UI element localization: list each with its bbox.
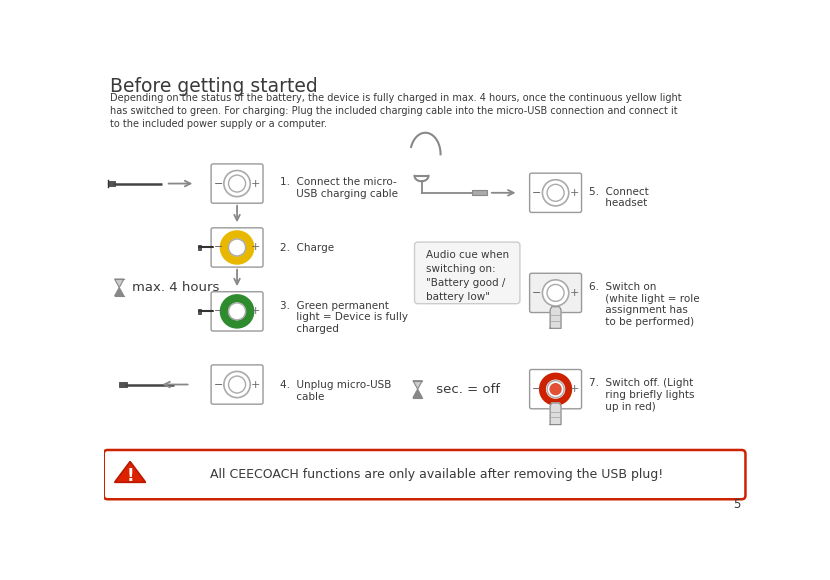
- Text: +: +: [251, 379, 261, 390]
- Polygon shape: [550, 403, 561, 425]
- Text: −: −: [532, 288, 542, 298]
- Text: 1.  Connect the micro-
     USB charging cable: 1. Connect the micro- USB charging cable: [281, 177, 398, 199]
- Bar: [198, 245, 202, 250]
- Text: +: +: [569, 384, 579, 394]
- Text: 5: 5: [734, 498, 741, 511]
- Text: −: −: [532, 188, 542, 198]
- Circle shape: [542, 376, 569, 403]
- Circle shape: [224, 298, 250, 324]
- Circle shape: [549, 383, 562, 396]
- FancyBboxPatch shape: [530, 173, 582, 212]
- FancyBboxPatch shape: [530, 273, 582, 313]
- Text: Audio cue when
switching on:
"Battery good /
battery low": Audio cue when switching on: "Battery go…: [426, 250, 509, 302]
- Polygon shape: [413, 389, 422, 398]
- Polygon shape: [115, 288, 124, 296]
- Circle shape: [228, 239, 246, 256]
- Circle shape: [228, 175, 246, 192]
- Polygon shape: [115, 462, 145, 483]
- Text: !: !: [126, 467, 134, 485]
- Circle shape: [228, 303, 246, 320]
- Text: −: −: [214, 379, 223, 390]
- Circle shape: [542, 376, 569, 403]
- Circle shape: [542, 180, 569, 206]
- Circle shape: [228, 376, 246, 393]
- Text: +: +: [569, 288, 579, 298]
- Text: −: −: [532, 384, 542, 394]
- Text: 3.  Green permanent
     light = Device is fully
     charged: 3. Green permanent light = Device is ful…: [281, 300, 408, 334]
- Circle shape: [547, 184, 564, 201]
- Polygon shape: [550, 307, 561, 328]
- Text: max. 4 hours: max. 4 hours: [132, 281, 219, 294]
- Circle shape: [542, 280, 569, 306]
- Text: 2.  Charge: 2. Charge: [281, 243, 334, 253]
- Circle shape: [224, 371, 250, 398]
- Text: +: +: [251, 179, 261, 188]
- Circle shape: [547, 284, 564, 302]
- Text: +: +: [251, 242, 261, 252]
- Text: −: −: [214, 306, 223, 316]
- Bar: [472, 190, 487, 195]
- FancyBboxPatch shape: [414, 242, 520, 304]
- Text: Before getting started: Before getting started: [110, 77, 318, 96]
- Text: 6.  Switch on
     (white light = role
     assignment has
     to be performed): 6. Switch on (white light = role assignm…: [589, 282, 700, 327]
- Polygon shape: [413, 380, 422, 389]
- Circle shape: [224, 171, 250, 197]
- Text: 5.  Connect
     headset: 5. Connect headset: [589, 187, 649, 208]
- Text: All CEECOACH functions are only available after removing the USB plug!: All CEECOACH functions are only availabl…: [210, 468, 663, 481]
- FancyBboxPatch shape: [530, 369, 582, 409]
- FancyBboxPatch shape: [104, 450, 745, 499]
- Circle shape: [224, 298, 250, 324]
- Text: sec. = off: sec. = off: [432, 383, 500, 396]
- Bar: [108, 181, 115, 186]
- Text: −: −: [214, 179, 223, 188]
- Polygon shape: [115, 279, 124, 288]
- Bar: [198, 309, 202, 314]
- Circle shape: [224, 234, 250, 260]
- Circle shape: [547, 380, 564, 398]
- Bar: [120, 382, 127, 387]
- Text: −: −: [214, 242, 223, 252]
- Circle shape: [224, 234, 250, 260]
- Text: +: +: [251, 306, 261, 316]
- Text: +: +: [569, 188, 579, 198]
- FancyBboxPatch shape: [211, 365, 263, 404]
- FancyBboxPatch shape: [211, 164, 263, 203]
- FancyBboxPatch shape: [211, 228, 263, 267]
- Text: 4.  Unplug micro-USB
     cable: 4. Unplug micro-USB cable: [281, 380, 392, 401]
- Text: 7.  Switch off. (Light
     ring briefly lights
     up in red): 7. Switch off. (Light ring briefly light…: [589, 378, 695, 412]
- FancyBboxPatch shape: [211, 292, 263, 331]
- Text: Depending on the status of the battery, the device is fully charged in max. 4 ho: Depending on the status of the battery, …: [110, 93, 681, 129]
